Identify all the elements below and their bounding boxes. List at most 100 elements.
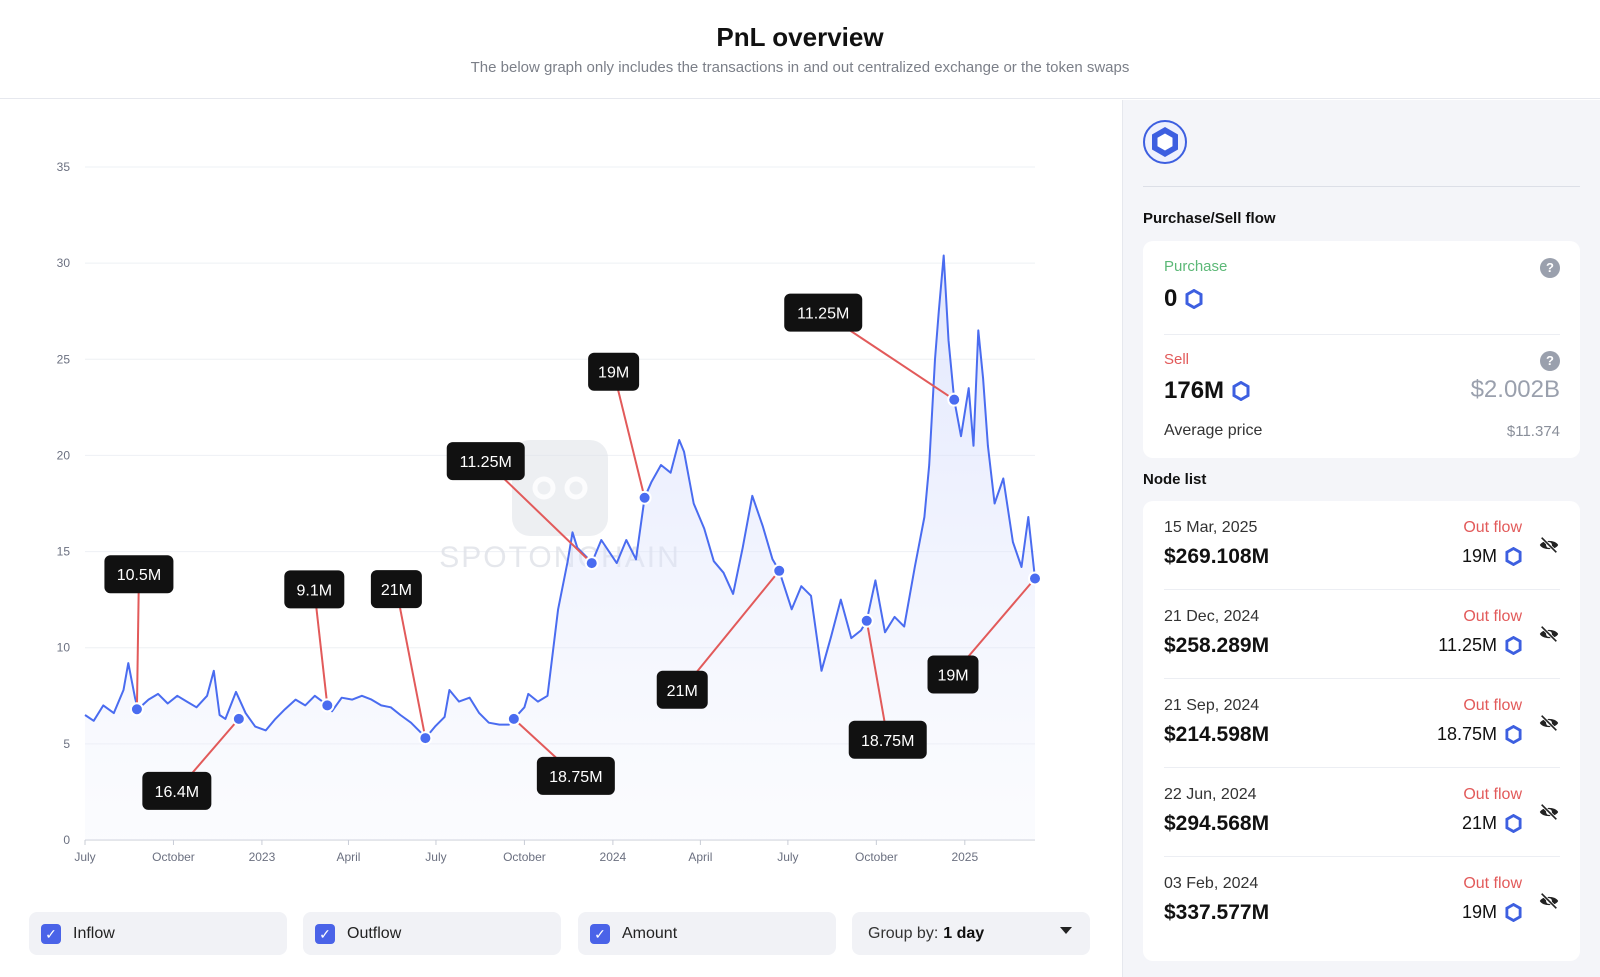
node-separator — [1164, 678, 1560, 679]
node-item[interactable]: 22 Jun, 2024 $294.568M Out flow 21M — [1143, 768, 1580, 857]
marker-point[interactable] — [320, 698, 335, 713]
node-flow: Out flow — [1463, 519, 1522, 536]
checkbox-checked-icon[interactable]: ✓ — [315, 923, 335, 944]
x-tick-label: April — [336, 850, 360, 864]
node-list: 15 Mar, 2025 $269.108M Out flow 19M 21 D… — [1143, 501, 1580, 961]
callout-box[interactable] — [446, 442, 525, 481]
marker-point[interactable] — [418, 731, 433, 746]
checkbox-checked-icon[interactable]: ✓ — [590, 923, 610, 944]
token-hex-icon — [1505, 636, 1522, 655]
help-icon[interactable]: ? — [1540, 351, 1560, 371]
sell-usd-value: $2.002B — [1470, 376, 1560, 403]
y-tick-label: 0 — [63, 833, 70, 847]
marker-point[interactable] — [772, 563, 787, 578]
series-area — [85, 255, 1035, 840]
side-separator — [1143, 186, 1580, 187]
token-hex-icon — [1505, 725, 1522, 744]
marker-point[interactable] — [506, 711, 521, 726]
node-flow: Out flow — [1463, 608, 1522, 625]
node-item[interactable]: 21 Sep, 2024 $214.598M Out flow 18.75M — [1143, 679, 1580, 768]
y-tick-label: 35 — [57, 160, 71, 174]
marker-point[interactable] — [584, 556, 599, 571]
callout-line — [681, 570, 781, 691]
eye-off-icon[interactable] — [1538, 534, 1560, 556]
y-tick-label: 25 — [57, 352, 71, 366]
callout-box[interactable] — [848, 720, 927, 759]
callout-box[interactable] — [927, 655, 979, 694]
node-item[interactable]: 15 Mar, 2025 $269.108M Out flow 19M — [1143, 501, 1580, 590]
y-tick-label: 10 — [57, 641, 71, 655]
callout-label: 11.25M — [797, 306, 849, 323]
callout-label: 11.25M — [460, 454, 512, 471]
eye-off-icon[interactable] — [1538, 890, 1560, 912]
average-price-label: Average price — [1164, 422, 1263, 439]
node-amount: 19M — [1462, 546, 1522, 567]
callout-line — [135, 574, 140, 710]
chainlink-hex-icon — [1143, 120, 1187, 164]
watermark-logo — [532, 476, 556, 500]
marker-point[interactable] — [947, 392, 962, 407]
callout-box[interactable] — [370, 570, 422, 609]
side-panel: Purchase/Sell flow Purchase ? 0 Sell ? 1… — [1123, 100, 1600, 977]
node-separator — [1164, 767, 1560, 768]
node-separator — [1164, 589, 1560, 590]
callout-box[interactable] — [588, 352, 640, 391]
callout-label: 19M — [598, 365, 629, 382]
x-tick-label: 2024 — [600, 850, 627, 864]
callout-box[interactable] — [656, 670, 708, 709]
node-amount: 19M — [1462, 902, 1522, 923]
callout-label: 21M — [381, 582, 412, 599]
node-separator — [1164, 856, 1560, 857]
purchase-value: 0 — [1164, 285, 1203, 313]
callout-label: 21M — [667, 683, 698, 700]
purchase-label: Purchase — [1164, 258, 1228, 275]
watermark-logo — [564, 476, 588, 500]
purchase-sell-card: Purchase ? 0 Sell ? 176M $2.002B Average… — [1143, 241, 1580, 458]
node-flow: Out flow — [1463, 697, 1522, 714]
token-hex-icon — [1232, 381, 1250, 401]
checkbox-checked-icon[interactable]: ✓ — [41, 923, 61, 944]
callout-label: 19M — [937, 667, 968, 684]
callout-box[interactable] — [104, 555, 174, 594]
sell-amount: 176M — [1164, 377, 1225, 404]
marker-point[interactable] — [859, 613, 874, 628]
node-date: 21 Dec, 2024 — [1164, 608, 1260, 625]
y-tick-label: 15 — [57, 545, 71, 559]
chevron-down-icon — [1060, 927, 1072, 934]
callout-box[interactable] — [284, 570, 345, 609]
amount-toggle[interactable]: ✓ Amount — [578, 912, 836, 955]
marker-point[interactable] — [637, 490, 652, 505]
inflow-toggle[interactable]: ✓ Inflow — [29, 912, 287, 955]
node-amount: 11.25M — [1438, 635, 1522, 656]
node-amount-text: 21M — [1461, 813, 1497, 833]
node-amount: 18.75M — [1437, 724, 1522, 745]
node-item[interactable]: 21 Dec, 2024 $258.289M Out flow 11.25M — [1143, 590, 1580, 679]
callout-line — [395, 588, 427, 739]
page-subtitle: The below graph only includes the transa… — [470, 59, 1130, 76]
series-line[interactable] — [84, 254, 1036, 740]
node-flow: Out flow — [1463, 875, 1522, 892]
node-amount-text: 18.75M — [1436, 724, 1497, 744]
x-tick-label: October — [152, 850, 195, 864]
x-tick-label: April — [688, 850, 712, 864]
marker-point[interactable] — [129, 702, 144, 717]
eye-off-icon[interactable] — [1538, 801, 1560, 823]
node-date: 03 Feb, 2024 — [1164, 875, 1259, 892]
callout-line — [865, 620, 889, 740]
marker-point[interactable] — [231, 711, 246, 726]
outflow-toggle[interactable]: ✓ Outflow — [303, 912, 561, 955]
groupby-select[interactable]: Group by: 1 day — [852, 912, 1090, 955]
node-item[interactable]: 03 Feb, 2024 $337.577M Out flow 19M — [1143, 857, 1580, 946]
help-icon[interactable]: ? — [1540, 258, 1560, 278]
chart-panel: 0 5 10 15 20 25 30 35 July October 2023 April July Oc… — [0, 100, 1122, 977]
callout-box[interactable] — [142, 771, 212, 810]
eye-off-icon[interactable] — [1538, 623, 1560, 645]
callout-box[interactable] — [536, 756, 615, 795]
callout-label: 10.5M — [117, 567, 161, 584]
callout-box[interactable] — [784, 293, 863, 332]
groupby-label: Group by: — [868, 924, 939, 942]
eye-off-icon[interactable] — [1538, 712, 1560, 734]
callout-line — [313, 589, 329, 706]
marker-point[interactable] — [1028, 571, 1042, 586]
